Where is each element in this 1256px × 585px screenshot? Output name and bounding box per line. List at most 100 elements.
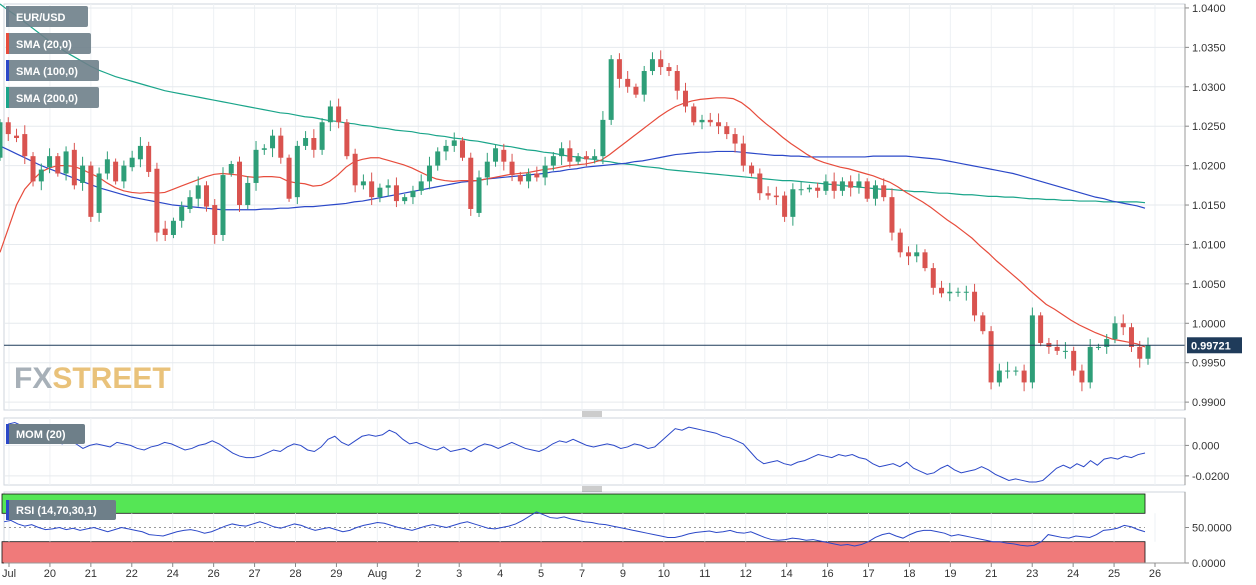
candle-down (625, 78, 631, 87)
x-tick-label: 5 (538, 568, 544, 580)
mom-legend-label: MOM (20) (16, 429, 66, 441)
legend-color-bar (6, 6, 9, 27)
x-tick-label: 12 (740, 568, 752, 580)
candle-up (996, 370, 1002, 383)
watermark-text: FXSTREET (14, 362, 171, 395)
candle-down (352, 153, 358, 186)
candle-down (517, 175, 523, 182)
candle-down (897, 232, 903, 253)
candle-up (170, 220, 176, 235)
candle-up (294, 145, 300, 198)
candle-down (162, 228, 168, 235)
candle-down (1079, 370, 1085, 383)
candle-up (63, 151, 69, 174)
rsi-y-tick-label: 0.0000 (1192, 558, 1226, 570)
candle-down (203, 185, 209, 207)
x-tick-label: 21 (85, 568, 97, 580)
candle-up (451, 140, 457, 146)
mom-frame (3, 417, 1186, 486)
candle-up (245, 182, 251, 206)
candle-down (749, 165, 755, 174)
x-tick-label: 21 (985, 568, 997, 580)
candle-up (360, 181, 366, 186)
x-axis: Jul 20 21 22 24 26 27 28 29 Aug 2 3 4 5 7 9 10 11 12 14 16 17… (2, 562, 1185, 580)
main-legends: EUR/USD SMA (20,0) SMA (100,0) SMA (200,0) (6, 6, 99, 108)
y-tick-label: 1.0350 (1192, 42, 1226, 54)
candle-down (1038, 315, 1044, 343)
x-tick-label: 9 (620, 568, 626, 580)
candle-down (666, 67, 672, 72)
candle-down (716, 122, 722, 127)
candle-up (253, 149, 259, 183)
x-tick-label: 25 (1108, 568, 1120, 580)
x-tick-label: 2 (415, 568, 421, 580)
candle-down (732, 134, 738, 144)
candle-down (682, 90, 688, 107)
candle-down (567, 148, 573, 162)
mom-line (7, 422, 1146, 483)
candle-up (1095, 346, 1101, 348)
legend-tag-bg (6, 33, 91, 54)
candle-up (104, 159, 110, 174)
sma200-line (0, 3, 1146, 204)
candle-up (493, 148, 499, 162)
candle-down (336, 106, 342, 123)
mom-legend-bg (6, 424, 85, 444)
candle-down (460, 140, 466, 158)
candle-down (534, 173, 540, 178)
candle-down (1054, 346, 1060, 351)
candle-up (947, 291, 953, 294)
candle-up (195, 185, 201, 199)
candle-down (773, 195, 779, 198)
candle-up (550, 156, 556, 166)
candle-up (435, 151, 441, 166)
candle-down (212, 205, 218, 235)
candle-up (0, 122, 3, 158)
legend-tag-bg (6, 87, 99, 108)
x-tick-label: 28 (289, 568, 301, 580)
x-tick-label: Jul (2, 568, 16, 580)
candles (0, 50, 1151, 392)
candle-up (187, 197, 193, 209)
candle-down (509, 161, 515, 176)
y-tick-label: 1.0100 (1192, 239, 1226, 251)
candle-up (542, 165, 548, 178)
x-tick-label: 22 (126, 568, 138, 580)
candle-down (1137, 346, 1143, 359)
x-tick-label: 16 (821, 568, 833, 580)
main-price-panel (3, 3, 1186, 411)
candle-up (96, 173, 102, 213)
legend-color-bar (6, 87, 9, 108)
candle-up (179, 206, 185, 221)
legend-color-bar (6, 60, 9, 81)
candle-down (583, 156, 589, 160)
x-tick-label: 18 (903, 568, 915, 580)
legend-tag-bg (6, 60, 99, 81)
candle-up (856, 181, 862, 188)
last-price-tag (1187, 337, 1242, 354)
candle-up (410, 190, 416, 198)
candle-up (303, 138, 309, 146)
candle-up (963, 291, 969, 293)
candle-down (22, 134, 28, 157)
candle-down (972, 291, 978, 316)
panel-dividers[interactable] (582, 411, 602, 492)
candle-down (14, 135, 20, 139)
x-tick-label: 11 (699, 568, 710, 580)
candle-down (71, 149, 77, 186)
legend-tag-label: SMA (100,0) (16, 66, 78, 78)
x-tick-label: 20 (44, 568, 56, 580)
rsi-overbought-zone (1, 493, 1146, 514)
candle-up (129, 157, 135, 168)
candle-up (80, 165, 86, 183)
candle-up (575, 156, 581, 162)
candle-up (137, 145, 143, 160)
y-tick-label: 1.0300 (1192, 82, 1226, 94)
candle-down (740, 143, 746, 166)
candle-down (815, 187, 821, 191)
x-tick-label: 29 (330, 568, 342, 580)
candle-up (839, 181, 845, 191)
candle-up (327, 106, 333, 123)
candle-down (930, 268, 936, 288)
candle-down (707, 119, 713, 123)
